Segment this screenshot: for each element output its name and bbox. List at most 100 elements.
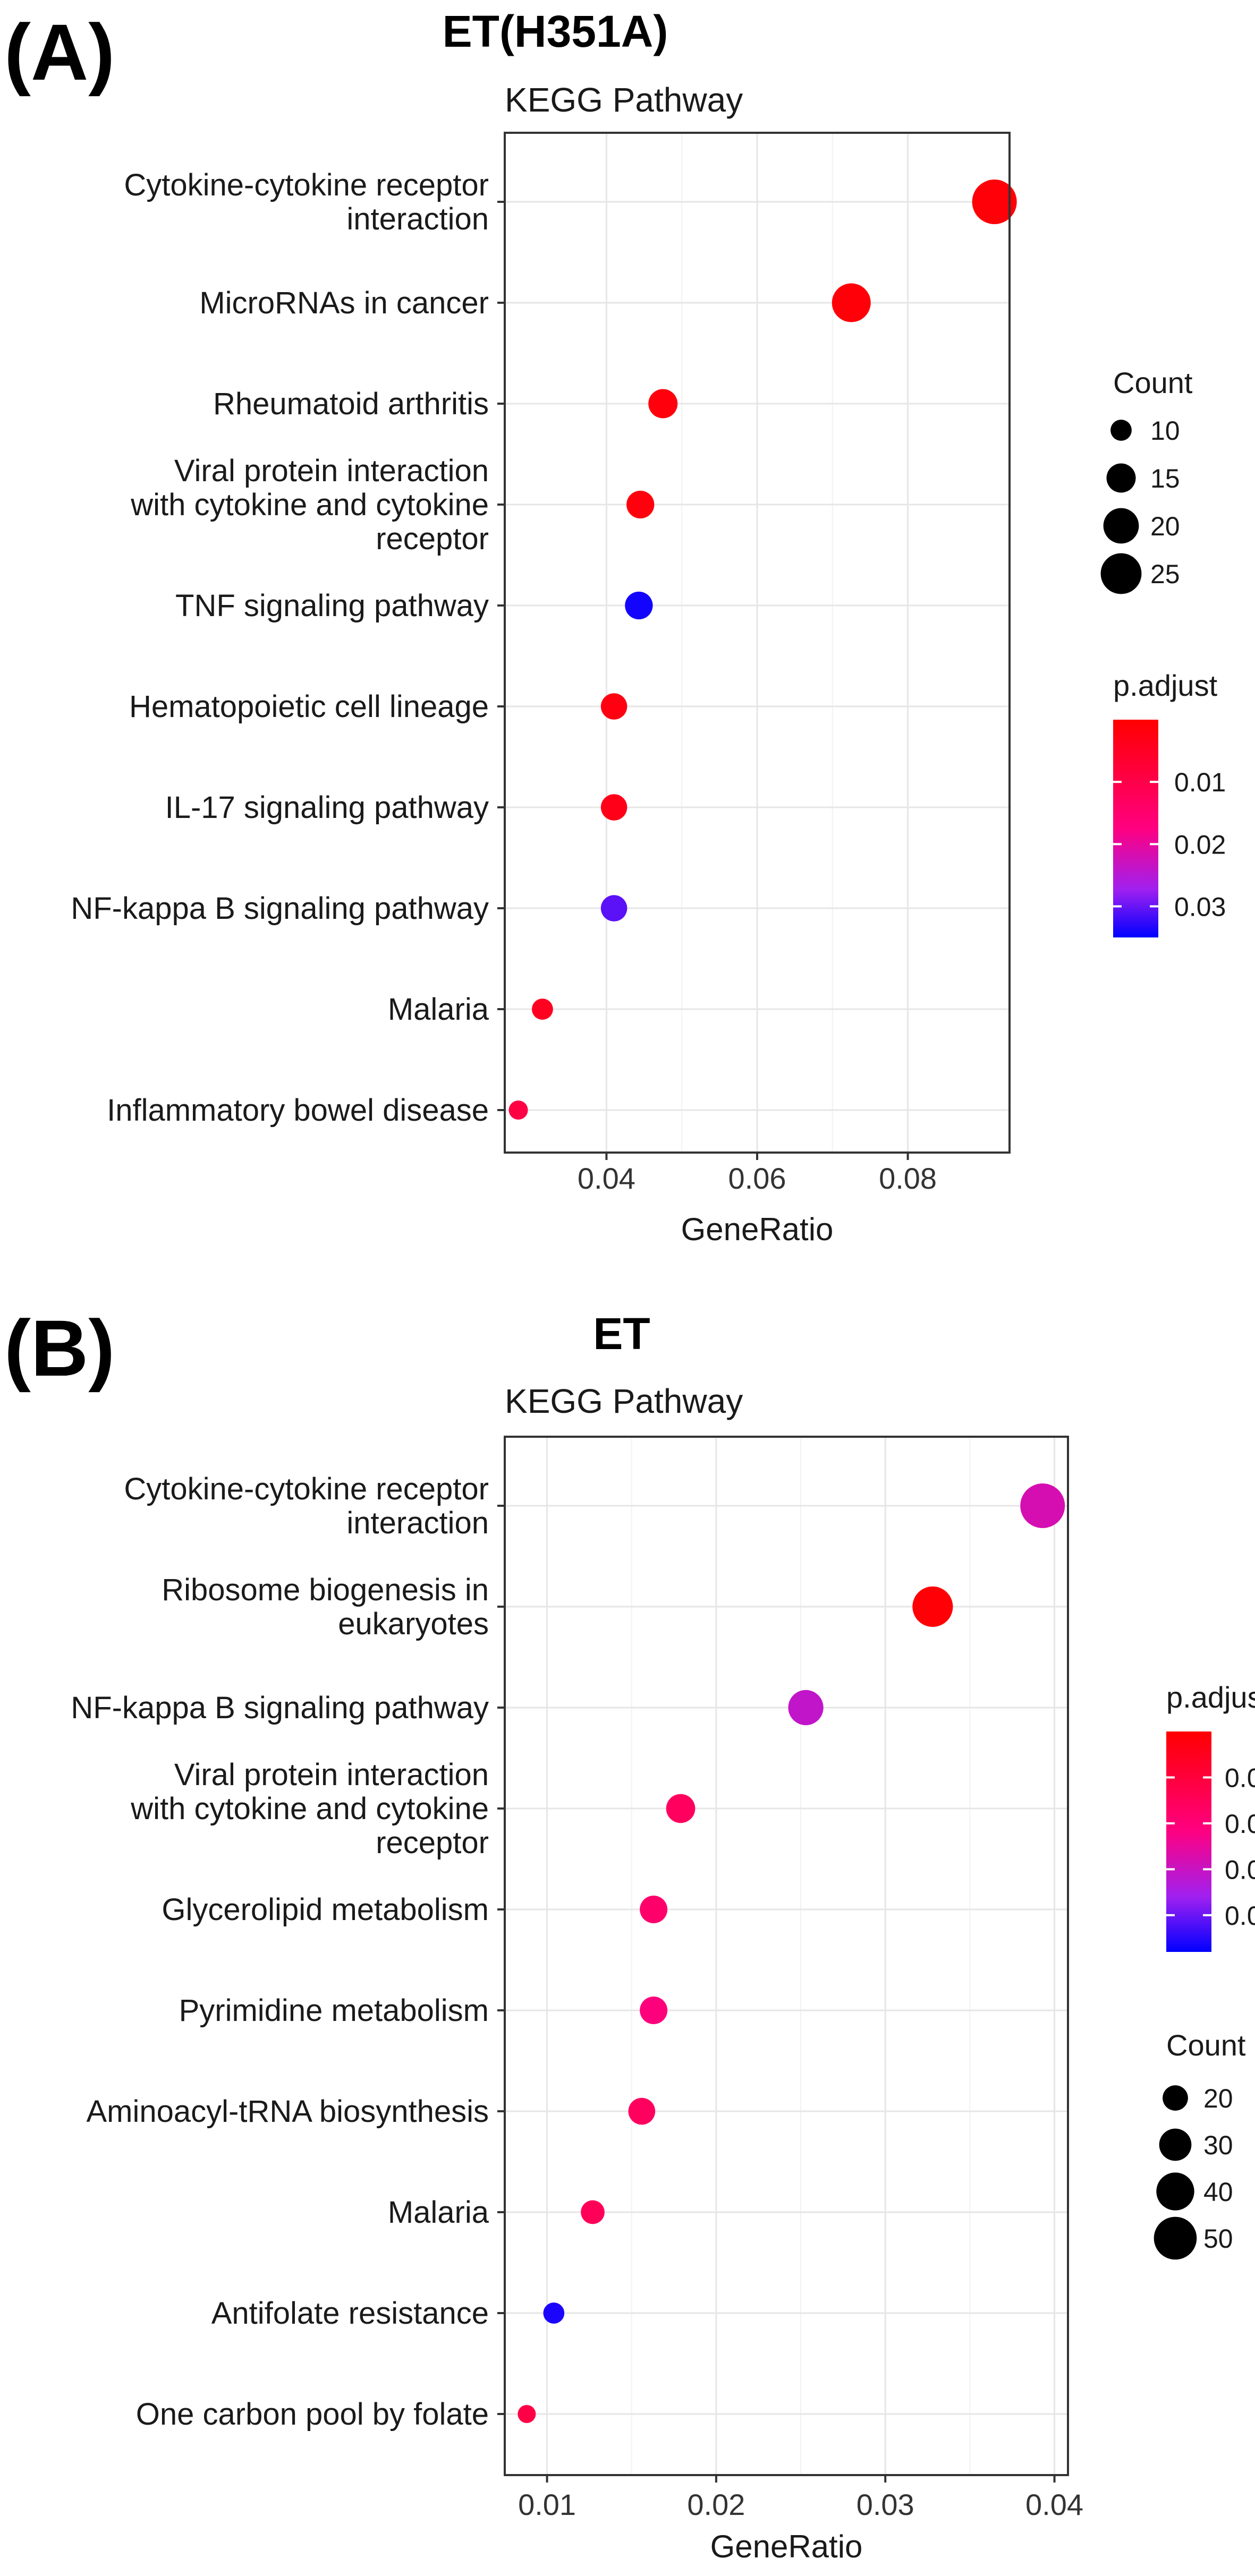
y-tick-label: Glycerolipid metabolism xyxy=(162,1892,489,1927)
color-legend: p.adjust 0.01 0.02 0.03 xyxy=(1113,669,1226,937)
color-legend-title: p.adjust xyxy=(1113,669,1218,702)
size-legend-label: 10 xyxy=(1150,416,1180,446)
chart-subtitle: KEGG Pathway xyxy=(505,1382,743,1420)
size-legend-key xyxy=(1103,508,1139,544)
x-tick-label: 0.04 xyxy=(1025,2488,1083,2521)
data-point xyxy=(581,2200,605,2224)
color-legend-label: 0.02 xyxy=(1174,830,1226,859)
point-layer xyxy=(518,1483,1065,2423)
y-tick-label: Malaria xyxy=(388,992,489,1027)
x-tick-label: 0.06 xyxy=(728,1162,786,1195)
data-point xyxy=(640,1896,668,1923)
size-legend-key xyxy=(1156,2172,1194,2211)
y-tick-labels: Cytokine-cytokine receptor interaction Mic… xyxy=(71,168,505,1128)
chart-subtitle: KEGG Pathway xyxy=(505,81,743,119)
size-legend-label: 50 xyxy=(1203,2224,1233,2254)
color-legend-label: 0.04 xyxy=(1225,1901,1255,1931)
plot-frame xyxy=(504,1436,1069,2476)
size-legend-title: Count xyxy=(1113,366,1193,399)
color-legend-label: 0.01 xyxy=(1225,1763,1255,1793)
x-tick-labels: 0.04 0.06 0.08 xyxy=(578,1153,937,1195)
data-point xyxy=(832,283,871,322)
grid-layer xyxy=(505,133,1010,1153)
y-tick-label: One carbon pool by folate xyxy=(136,2397,489,2432)
color-bar xyxy=(1113,720,1158,937)
y-tick-label: Hematopoietic cell lineage xyxy=(129,689,489,724)
panel-label: (A) xyxy=(4,7,115,97)
y-tick-label: Ribosome biogenesis in eukaryotes xyxy=(162,1573,489,1641)
y-tick-label: NF-kappa B signaling pathway xyxy=(71,891,489,926)
size-legend-key xyxy=(1110,420,1132,441)
y-tick-label: Cytokine-cytokine receptor interaction xyxy=(124,168,489,236)
data-point xyxy=(518,2405,536,2423)
size-legend-title: Count xyxy=(1166,2028,1246,2062)
y-tick-label: MicroRNAs in cancer xyxy=(199,286,489,320)
size-legend: Count 10 15 20 25 xyxy=(1100,366,1193,594)
data-point xyxy=(912,1586,953,1627)
size-legend-key xyxy=(1159,2128,1192,2161)
color-legend-label: 0.02 xyxy=(1225,1809,1255,1839)
panel-a: (A) ET(H351A) KEGG Pathway Cytokine-cyto… xyxy=(4,6,1226,1247)
data-point xyxy=(531,999,553,1020)
color-legend-label: 0.03 xyxy=(1225,1855,1255,1884)
y-tick-label: Pyrimidine metabolism xyxy=(179,1993,489,2028)
y-tick-label: Cytokine-cytokine receptor interaction xyxy=(124,1472,489,1540)
panel-b: (B) ET KEGG Pathway Cytokine-cytokine re… xyxy=(4,1303,1255,2564)
data-point xyxy=(600,794,627,821)
size-legend-label: 30 xyxy=(1203,2130,1233,2160)
size-legend-label: 40 xyxy=(1203,2177,1233,2207)
point-layer xyxy=(508,180,1017,1120)
x-tick-label: 0.08 xyxy=(879,1162,937,1195)
color-bar xyxy=(1166,1731,1211,1952)
y-tick-label: TNF signaling pathway xyxy=(175,588,489,623)
grid-layer xyxy=(505,1437,1068,2475)
size-legend-label: 20 xyxy=(1150,511,1180,541)
size-legend-label: 20 xyxy=(1203,2084,1233,2113)
x-tick-label: 0.04 xyxy=(578,1162,635,1195)
x-tick-labels: 0.01 0.02 0.03 0.04 xyxy=(518,2475,1083,2521)
data-point xyxy=(543,2302,565,2324)
data-point xyxy=(600,693,627,720)
size-legend-key xyxy=(1106,463,1136,493)
y-tick-label: IL-17 signaling pathway xyxy=(165,790,489,825)
size-legend-key xyxy=(1154,2216,1197,2260)
y-tick-label: Inflammatory bowel disease xyxy=(107,1093,489,1128)
x-tick-label: 0.02 xyxy=(687,2488,745,2521)
data-point xyxy=(628,2097,656,2125)
size-legend-label: 15 xyxy=(1150,464,1180,493)
data-point xyxy=(666,1794,696,1823)
size-legend-key xyxy=(1163,2085,1188,2111)
x-tick-label: 0.03 xyxy=(857,2488,914,2521)
data-point xyxy=(625,591,653,620)
y-tick-labels: Cytokine-cytokine receptor interaction Rib… xyxy=(71,1472,505,2432)
chart-title: ET xyxy=(593,1309,650,1359)
y-tick-label: Antifolate resistance xyxy=(211,2296,489,2331)
y-tick-label: Viral protein interaction with cytokine a… xyxy=(130,454,489,556)
color-legend: p.adjust 0.01 0.02 0.03 0.04 xyxy=(1166,1681,1255,1952)
data-point xyxy=(648,389,678,419)
x-axis-label: GeneRatio xyxy=(681,1212,834,1247)
color-legend-label: 0.01 xyxy=(1174,767,1226,797)
size-legend: Count 20 30 40 50 xyxy=(1154,2028,1246,2260)
data-point xyxy=(508,1101,528,1120)
data-point xyxy=(600,895,627,922)
y-tick-label: NF-kappa B signaling pathway xyxy=(71,1691,489,1725)
y-tick-label: Viral protein interaction with cytokine a… xyxy=(130,1758,489,1860)
x-tick-label: 0.01 xyxy=(518,2488,576,2521)
color-legend-label: 0.03 xyxy=(1174,892,1226,922)
data-point xyxy=(640,1997,668,2024)
size-legend-label: 25 xyxy=(1150,559,1180,589)
y-tick-label: Malaria xyxy=(388,2195,489,2230)
panel-label: (B) xyxy=(4,1303,115,1393)
y-tick-label: Aminoacyl-tRNA biosynthesis xyxy=(86,2094,489,2129)
data-point xyxy=(1020,1483,1065,1528)
y-tick-label: Rheumatoid arthritis xyxy=(213,387,489,421)
size-legend-key xyxy=(1100,553,1142,594)
x-axis-label: GeneRatio xyxy=(710,2529,863,2564)
color-legend-title: p.adjust xyxy=(1166,1681,1255,1714)
data-point xyxy=(972,180,1017,224)
data-point xyxy=(626,490,655,519)
data-point xyxy=(788,1690,824,1726)
chart-title: ET(H351A) xyxy=(443,6,668,56)
